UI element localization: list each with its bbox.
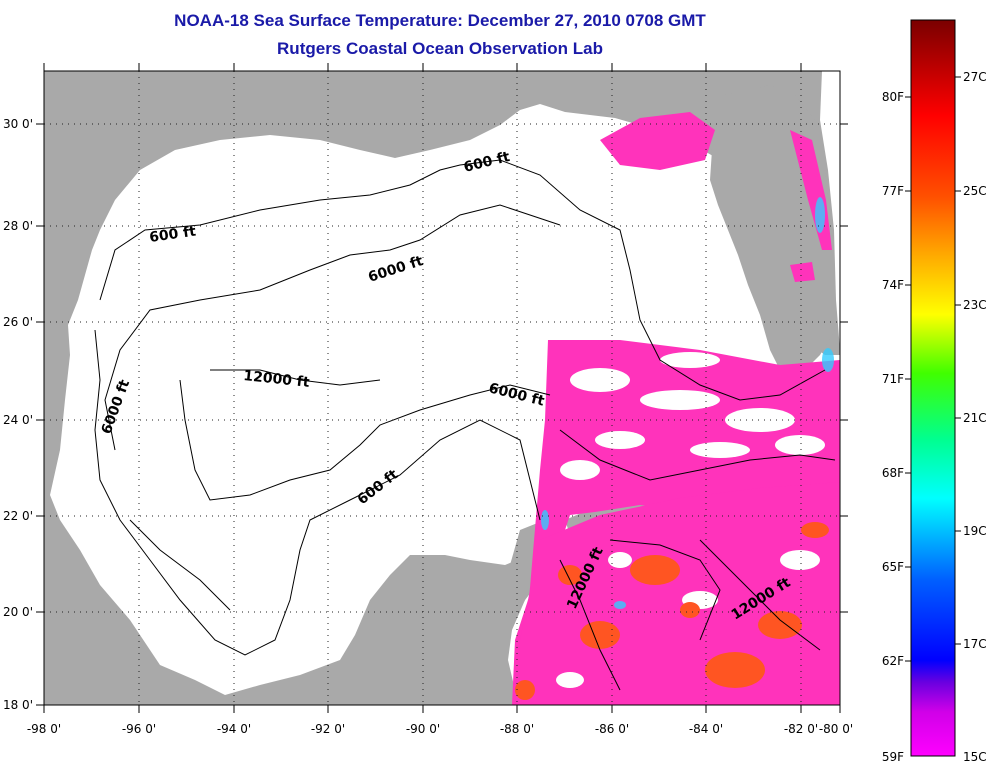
lon-label: -90 0'	[406, 722, 440, 736]
contour-label: 12000 ft	[243, 368, 311, 391]
colorbar-c-label: 23C	[963, 298, 987, 312]
depth-contours	[94, 159, 836, 691]
map-title: NOAA-18 Sea Surface Temperature: Decembe…	[174, 11, 706, 30]
lat-label: 30 0'	[3, 117, 33, 131]
graticule	[44, 71, 840, 705]
atlantic-water	[820, 71, 840, 350]
colorbar-c-label: 27C	[963, 70, 987, 84]
lat-label: 20 0'	[3, 605, 33, 619]
lon-label: -98 0'	[27, 722, 61, 736]
lat-label: 22 0'	[3, 509, 33, 523]
lon-label: -92 0'	[311, 722, 345, 736]
colorbar-f-label: 68F	[882, 466, 904, 480]
map-frame	[43, 70, 841, 706]
cloud-gaps	[556, 352, 825, 688]
sst-small-patch	[790, 262, 815, 282]
lon-label: -94 0'	[217, 722, 251, 736]
lon-label: -84 0'	[689, 722, 723, 736]
axis-ticks	[36, 63, 848, 713]
cool-sst-spots	[541, 197, 834, 609]
lat-label: 28 0'	[3, 219, 33, 233]
colorbar-c-label: 25C	[963, 184, 987, 198]
lat-label: 26 0'	[3, 315, 33, 329]
lon-label: -86 0'	[595, 722, 629, 736]
colorbar-f-label: 59F	[882, 750, 904, 764]
warm-sst-patches	[515, 522, 829, 700]
colorbar-f-label: 71F	[882, 372, 904, 386]
colorbar	[910, 19, 956, 757]
sst-ne-patch	[600, 112, 715, 170]
contour-label: 600 ft	[148, 224, 197, 246]
colorbar-f-label: 65F	[882, 560, 904, 574]
colorbar-f-label: 77F	[882, 184, 904, 198]
lon-label: -80 0'	[819, 722, 853, 736]
lat-label: 24 0'	[3, 413, 33, 427]
colorbar-ticks	[905, 76, 961, 662]
colorbar-f-label: 80F	[882, 90, 904, 104]
colorbar-c-label: 21C	[963, 411, 987, 425]
lon-label: -88 0'	[500, 722, 534, 736]
colorbar-c-label: 15C	[963, 750, 987, 764]
sst-south-patch	[515, 482, 840, 705]
lon-label: -96 0'	[122, 722, 156, 736]
lat-label: 18 0'	[3, 698, 33, 712]
colorbar-f-label: 62F	[882, 654, 904, 668]
map-subtitle: Rutgers Coastal Ocean Observation Lab	[277, 39, 603, 58]
colorbar-c-label: 17C	[963, 637, 987, 651]
colorbar-f-label: 74F	[882, 278, 904, 292]
colorbar-c-label: 19C	[963, 524, 987, 538]
lon-label: -82 0'	[784, 722, 818, 736]
